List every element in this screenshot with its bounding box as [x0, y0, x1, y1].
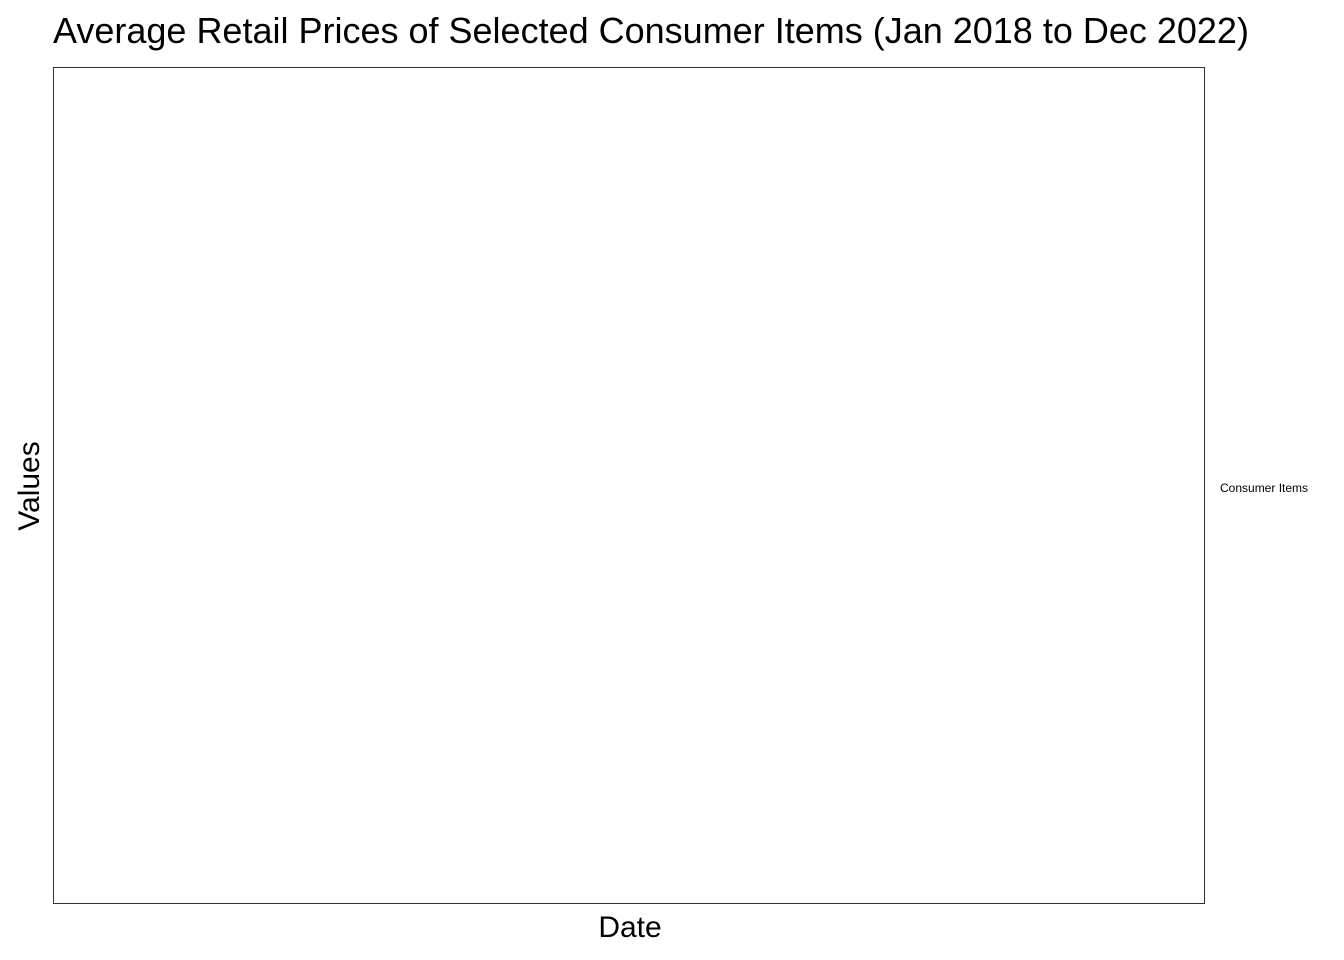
y-axis-label: Values [13, 441, 46, 531]
x-axis-label: Date [598, 911, 662, 944]
plot-panel [53, 67, 1205, 904]
legend-title: Consumer Items [1220, 481, 1309, 495]
chart-title: Average Retail Prices of Selected Consum… [53, 10, 1249, 51]
